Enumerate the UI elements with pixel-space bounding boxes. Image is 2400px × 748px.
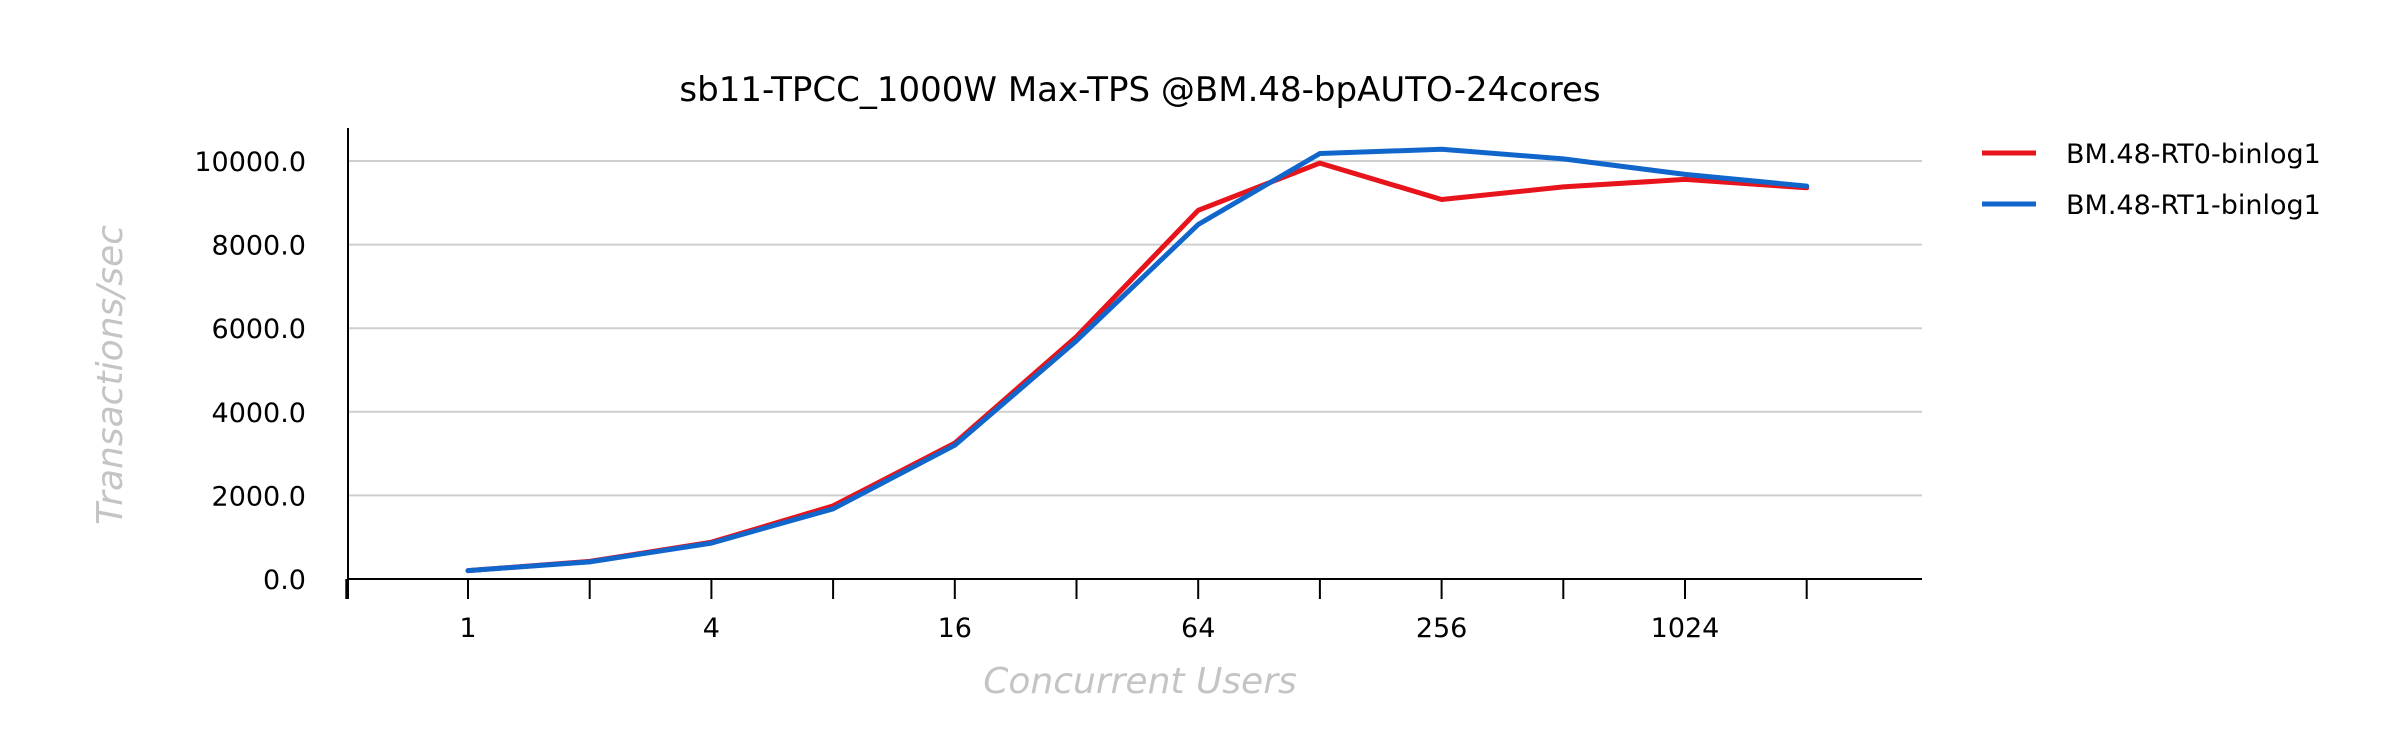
y-tick-label: 10000.0: [194, 147, 306, 178]
y-axis-title: Transactions/sec: [90, 225, 131, 525]
x-tick-label: 16: [938, 613, 972, 644]
y-tick-label: 8000.0: [212, 231, 306, 262]
axes: 0.0 2000.0 4000.0 6000.0 8000.0 10000.0 1 4 16 64…: [194, 128, 1922, 644]
series-line-2: [465, 146, 1810, 574]
legend-label: BM.48-RT0-binlog1: [2066, 139, 2321, 170]
y-tick-label: 6000.0: [212, 314, 306, 345]
x-tick-label: 256: [1416, 613, 1468, 644]
x-tick-label: 1: [459, 613, 476, 644]
y-tick-label: 0.0: [263, 565, 306, 596]
legend: BM.48-RT0-binlog1 BM.48-RT1-binlog1: [1982, 139, 2321, 221]
y-tick-label: 2000.0: [212, 481, 306, 512]
legend-label: BM.48-RT1-binlog1: [2066, 190, 2321, 221]
y-tick-label: 4000.0: [212, 398, 306, 429]
x-tick-label: 64: [1181, 613, 1215, 644]
x-axis-title: Concurrent Users: [983, 661, 1297, 702]
chart-title: sb11-TPCC_1000W Max-TPS @BM.48-bpAUTO-24…: [679, 70, 1600, 110]
x-tick-label: 1024: [1651, 613, 1720, 644]
series-line-1: [465, 160, 1810, 574]
gridlines: [348, 160, 1922, 497]
series-lines: [465, 146, 1810, 574]
x-tick-label: 4: [703, 613, 720, 644]
